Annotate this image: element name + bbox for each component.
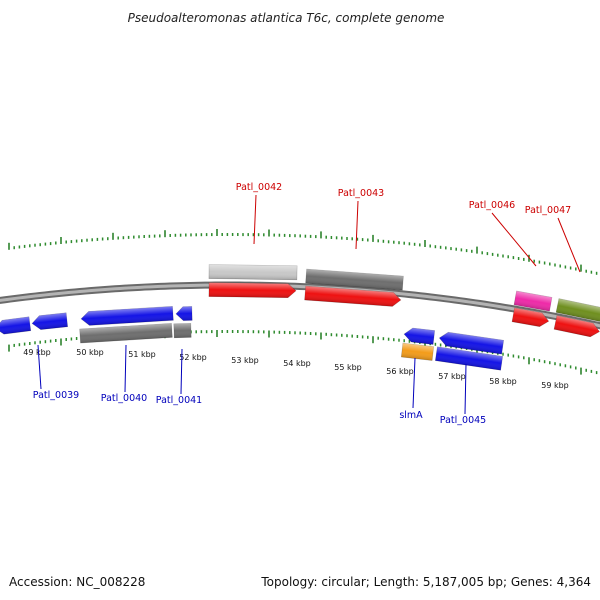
- gene-patl0040-gene-shade: [79, 323, 173, 344]
- gene-label-top: Patl_0042: [236, 182, 282, 193]
- gene-features: [0, 264, 600, 371]
- gene-label-bottom: Patl_0045: [440, 415, 486, 426]
- gene-label-top: Patl_0046: [469, 200, 515, 211]
- scale-label: 56 kbp: [386, 367, 414, 376]
- callout-line-bottom: [464, 363, 467, 415]
- gene-label-bottom: Patl_0039: [33, 390, 79, 401]
- gene-blue-left-b-shade: [32, 312, 68, 330]
- gene-patl0041-cds-shade: [176, 306, 193, 321]
- tick-marks-top: [8, 229, 598, 275]
- accession-text: Accession: NC_008228: [9, 575, 146, 589]
- scale-label: 57 kbp: [438, 372, 466, 381]
- gene-blue-left-b: [31, 312, 68, 330]
- gene-patl0041-gene: [173, 323, 192, 339]
- gene-patl0045-gene: [434, 346, 504, 371]
- gene-label-bottom: slmA: [399, 410, 423, 421]
- map-title: Pseudoalteromonas atlantica T6c, complet…: [128, 11, 445, 25]
- gene-patl0040-gene: [79, 323, 173, 344]
- gene-patl0043-cds: [304, 285, 402, 307]
- scale-label: 51 kbp: [128, 350, 156, 359]
- gene-label-bottom: Patl_0041: [156, 395, 202, 406]
- callout-line-bottom: [180, 348, 183, 395]
- gene-slma-cds-shade: [404, 328, 435, 345]
- gene-label-bottom: Patl_0040: [101, 393, 147, 404]
- gene-patl0045-gene-shade: [435, 346, 503, 371]
- backbone-inner: [0, 283, 600, 328]
- gene-patl0040-cds: [80, 306, 174, 326]
- callout-line-top: [491, 212, 537, 267]
- scale-label: 59 kbp: [541, 381, 569, 390]
- scale-labels: 49 kbp 50 kbp 51 kbp 52 kbp 53 kbp 54 kbp 55 k…: [23, 348, 569, 390]
- gene-slma-gene: [400, 342, 435, 361]
- gene-patl0045-cds-shade: [439, 332, 504, 355]
- gene-label-top: Patl_0047: [525, 205, 571, 216]
- gene-patl0043-cds-shade: [304, 286, 401, 307]
- gene-label-callouts: Patl_0042 Patl_0043 Patl_0046 Patl_0047 Patl…: [33, 182, 581, 426]
- gene-blue-left-a-shade: [0, 316, 31, 335]
- gene-patl0046-gene: [513, 290, 553, 312]
- topology-text: Topology: circular; Length: 5,187,005 bp…: [261, 575, 591, 589]
- gene-slma-gene-shade: [401, 343, 434, 361]
- callout-line-bottom: [124, 344, 127, 393]
- scale-label: 53 kbp: [231, 356, 259, 365]
- scale-label: 50 kbp: [76, 348, 104, 357]
- gene-patl0046-cds-shade: [512, 307, 549, 327]
- genome-backbone: [0, 281, 600, 330]
- gene-patl0046-gene-shade: [514, 291, 552, 312]
- callout-line-top: [557, 217, 581, 273]
- gene-patl0047-cds: [553, 315, 600, 338]
- gene-patl0045-cds: [438, 331, 505, 355]
- gene-patl0042-cds-shade: [208, 282, 296, 298]
- scale-label: 54 kbp: [283, 359, 311, 368]
- callout-line-top: [355, 200, 359, 250]
- gene-patl0042-cds: [208, 282, 297, 298]
- gene-patl0047-gene-shade: [556, 298, 600, 323]
- gene-patl0041-gene-shade: [173, 323, 192, 338]
- scale-label: 52 kbp: [179, 353, 207, 362]
- scale-label: 58 kbp: [489, 377, 517, 386]
- gene-slma-cds: [403, 327, 436, 345]
- gene-patl0046-cds: [511, 307, 550, 327]
- gene-patl0047-gene: [555, 298, 600, 323]
- callout-line-bottom: [412, 357, 416, 409]
- scale-label: 55 kbp: [334, 363, 362, 372]
- gene-patl0042-gene: [208, 264, 298, 281]
- callout-line-bottom: [37, 344, 42, 390]
- gene-patl0047-cds-shade: [554, 315, 600, 337]
- gene-patl0041-cds: [175, 306, 193, 321]
- scale-label: 49 kbp: [23, 348, 51, 357]
- gene-patl0042-gene-shade: [208, 264, 298, 280]
- gene-patl0043-gene: [305, 268, 404, 291]
- gene-patl0043-gene-shade: [305, 269, 404, 291]
- callout-line-top: [253, 194, 257, 245]
- gene-label-top: Patl_0043: [338, 188, 384, 199]
- gene-patl0040-cds-shade: [81, 306, 174, 326]
- gene-blue-left-a: [0, 316, 32, 335]
